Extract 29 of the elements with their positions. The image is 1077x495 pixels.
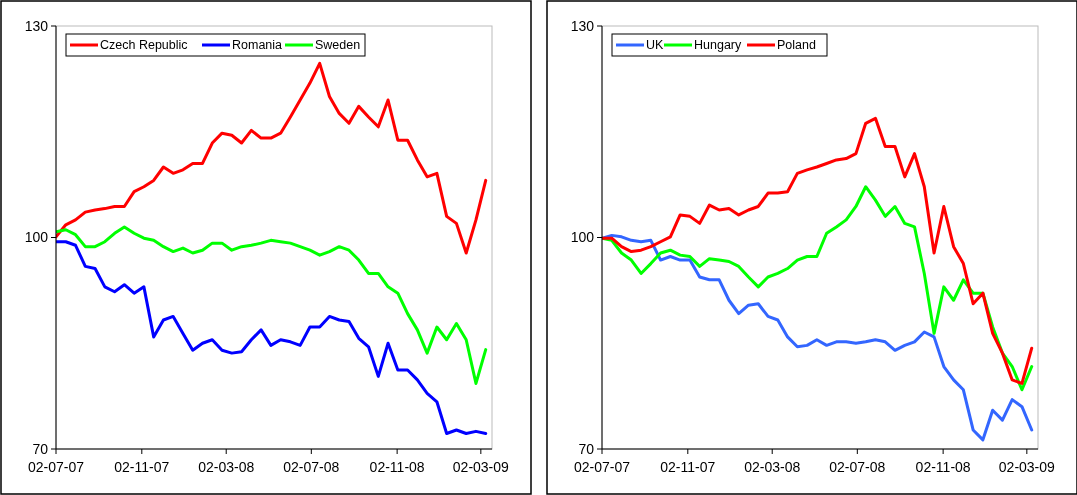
legend-label: Sweden [315, 38, 361, 53]
line-series [56, 225, 488, 385]
legend-label: Hungary [694, 38, 742, 53]
x-tick-label: 02-03-09 [452, 459, 510, 475]
x-tick-label: 02-03-09 [998, 459, 1056, 475]
x-tick-label: 02-11-07 [114, 459, 170, 475]
line-series [602, 233, 1034, 442]
y-tick-label: 70 [578, 440, 595, 457]
line-series [602, 116, 1034, 385]
y-tick-label: 100 [24, 229, 49, 246]
x-tick-label: 02-07-08 [829, 459, 886, 475]
y-tick-label: 130 [570, 17, 595, 34]
x-tick-label: 02-03-08 [744, 459, 801, 475]
y-tick-label: 100 [570, 229, 595, 246]
y-tick-label: 70 [32, 440, 49, 457]
line-series [56, 61, 488, 255]
x-tick-label: 02-07-07 [573, 459, 631, 475]
y-tick-label: 130 [24, 17, 49, 34]
line-series [56, 240, 488, 435]
legend-label: Poland [777, 38, 816, 53]
legend-label: Czech Republic [100, 38, 188, 53]
x-tick-label: 02-11-08 [369, 459, 425, 475]
legend-label: UK [646, 38, 665, 53]
x-tick-label: 02-11-07 [660, 459, 716, 475]
x-tick-label: 02-03-08 [198, 459, 255, 475]
x-tick-label: 02-07-08 [283, 459, 340, 475]
x-tick-label: 02-11-08 [915, 459, 971, 475]
x-tick-label: 02-07-07 [27, 459, 85, 475]
legend-label: Romania [232, 38, 283, 53]
